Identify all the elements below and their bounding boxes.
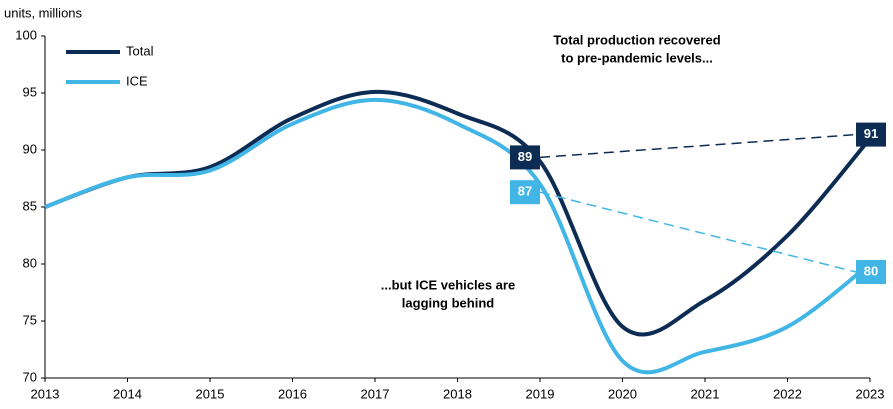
callout-box — [856, 122, 886, 147]
y-tick-label: 100 — [15, 27, 37, 42]
y-tick-label: 70 — [23, 369, 37, 384]
y-tick-label: 95 — [23, 84, 37, 99]
x-tick-label: 2020 — [608, 386, 637, 401]
y-axis-label: units, millions — [4, 5, 83, 20]
callout-box — [510, 145, 540, 170]
connector — [539, 133, 857, 159]
line — [44, 89, 872, 337]
y-tick-label: 90 — [23, 141, 37, 156]
line — [44, 97, 872, 375]
x-tick-label: 2023 — [856, 386, 885, 401]
legend-label: Total — [126, 43, 154, 58]
data-label: 87 — [518, 184, 532, 199]
y-tick-label: 80 — [23, 255, 37, 270]
data-label: 91 — [864, 126, 878, 141]
annotation: Total production recovered — [553, 32, 720, 47]
x-tick-label: 2019 — [526, 386, 555, 401]
x-tick-label: 2017 — [361, 386, 390, 401]
annotation: lagging behind — [402, 295, 494, 310]
callout-box — [856, 260, 886, 284]
data-label: 80 — [864, 263, 878, 278]
annotation: ...but ICE vehicles are — [381, 277, 515, 292]
x-tick-label: 2018 — [443, 386, 472, 401]
x-tick-label: 2021 — [691, 386, 720, 401]
x-tick-label: 2015 — [196, 386, 225, 401]
annotation: to pre-pandemic levels... — [561, 50, 713, 65]
x-tick-label: 2016 — [278, 386, 307, 401]
connector — [539, 191, 857, 273]
x-tick-label: 2014 — [113, 386, 142, 401]
y-tick-label: 75 — [23, 312, 37, 327]
y-tick-label: 85 — [23, 198, 37, 213]
legend-label: ICE — [126, 73, 148, 88]
callout-box — [510, 180, 540, 205]
x-tick-label: 2013 — [31, 386, 60, 401]
data-label: 89 — [518, 149, 532, 164]
x-tick-label: 2022 — [773, 386, 802, 401]
